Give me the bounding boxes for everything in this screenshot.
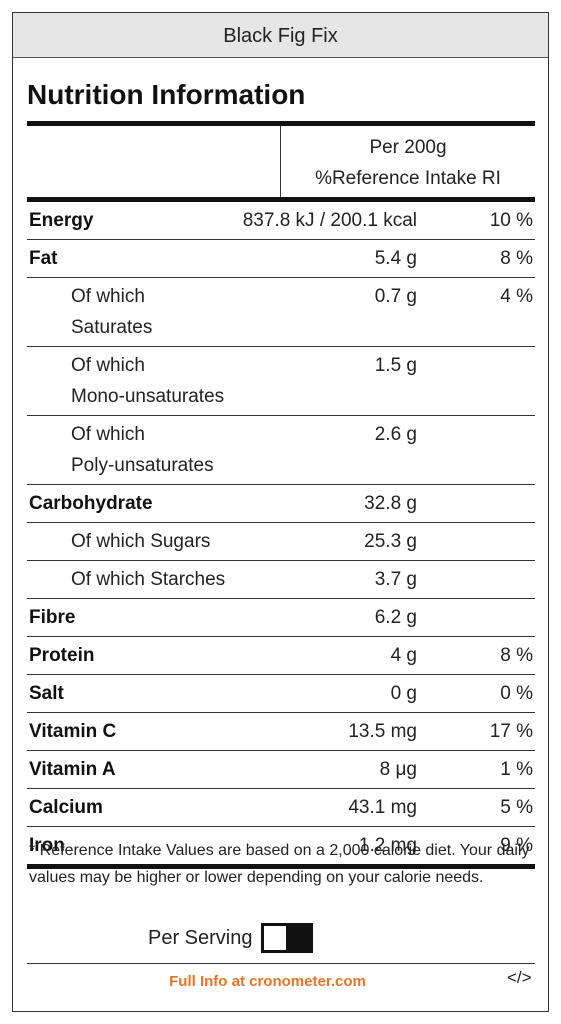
ri-blank [417,564,535,595]
nutrient-amount: 1.5 g [374,355,417,376]
rows: Energy 837.8 kJ / 200.1 kcal 10 % Fat 5.4 g 8… [27,202,535,864]
nutrient-ri: 4 % [500,286,533,307]
footer-link[interactable]: Full Info at cronometer.com [169,973,366,990]
nutrient-amount: 2.6 g [374,424,417,445]
rule [27,963,535,964]
nutrient-ri: 1 % [500,759,533,780]
nutrient-ri: 8 % [500,645,533,666]
nutrient-ri: 0 % [500,683,533,704]
ri-blank [417,350,535,412]
nutrient-row: Fibre 6.2 g [27,599,535,637]
nutrient-label: Protein [29,645,95,666]
nutrient-label: Salt [29,683,64,704]
rule [27,864,535,869]
nutrient-row: Iron 1.2 mg 9 % [27,827,535,864]
heading: Nutrition Information [27,79,306,110]
nutrient-ri: 10 % [489,210,533,231]
label-line: Poly-unsaturates [71,455,214,476]
nutrient-amount: 8 μg [379,759,417,780]
nutrient-amount: 6.2 g [374,607,417,628]
footnote: * Reference Intake Values are based on a… [29,842,530,886]
nutrient-row: Of which Sugars 25.3 g [27,523,535,561]
column-label: Per 200g [369,137,447,158]
nutrient-ri: 8 % [500,248,533,269]
label-line: Mono-unsaturates [71,386,225,407]
toggle-switch[interactable] [260,923,313,953]
nutrient-amount: 3.7 g [374,569,417,590]
nutrient-row: Energy 837.8 kJ / 200.1 kcal 10 % [27,202,535,240]
label-line: Of which [71,355,145,376]
nutrient-amount: 0.7 g [374,286,417,307]
nutrient-label: Iron [29,835,65,856]
nutrient-row: Calcium 43.1 mg 5 % [27,789,535,827]
nutrient-row: Of which Saturates 0.7 g 4 % [27,278,535,347]
nutrient-label: Fat [29,248,58,269]
nutrition-card: Black Fig Fix Nutrition Information Per … [12,12,549,1012]
nutrient-ri: 17 % [489,721,533,742]
label-line: Of which [71,424,145,445]
ri-blank [417,419,535,481]
embed-button[interactable]: </> [507,968,532,987]
ri-blank [417,602,535,633]
ri-blank [417,488,535,519]
nutrient-row: Of which Starches 3.7 g [27,561,535,599]
nutrient-ri: 5 % [500,797,533,818]
nutrition-table: Per 200g %Reference Intake RI Energy 837.… [27,121,535,869]
nutrient-row: Of which Poly-unsaturates 2.6 g [27,416,535,485]
nutrient-label: Of which Mono-unsaturates [27,350,229,412]
nutrient-ri: 9 % [500,835,533,856]
header-title: Black Fig Fix [13,13,548,58]
column-label: %Reference Intake RI [315,168,501,189]
blank-cell [27,126,281,197]
nutrient-label: Of which Sugars [71,531,211,552]
column-labels: Per 200g %Reference Intake RI [281,126,535,197]
nutrient-row: Salt 0 g 0 % [27,675,535,713]
nutrient-amount: 32.8 g [364,493,417,514]
nutrient-label: Of which Saturates [71,286,153,338]
nutrient-amount: 5.4 g [374,248,417,269]
rule [27,197,535,202]
nutrient-row: Of which Mono-unsaturates 1.5 g [27,347,535,416]
nutrient-label: Vitamin A [29,759,116,780]
serving-toggle: Per Serving [148,923,313,953]
toggle-knob [263,926,286,950]
nutrient-amount: 1.2 mg [358,835,417,856]
nutrient-label: Of which Poly-unsaturates [27,419,229,481]
nutrient-label: Fibre [29,607,76,628]
column-header: Per 200g %Reference Intake RI [27,126,535,197]
rule [27,121,535,126]
nutrient-row: Carbohydrate 32.8 g [27,485,535,523]
nutrient-amount: 4 g [390,645,417,666]
nutrient-label: Of which Starches [71,569,226,590]
nutrient-amount: 837.8 kJ / 200.1 kcal [242,210,417,231]
toggle-label: Per Serving [148,926,253,949]
nutrient-amount: 43.1 mg [348,797,417,818]
nutrient-row: Fat 5.4 g 8 % [27,240,535,278]
nutrient-amount: 0 g [390,683,417,704]
nutrient-row: Protein 4 g 8 % [27,637,535,675]
nutrient-row: Vitamin C 13.5 mg 17 % [27,713,535,751]
nutrient-label: Vitamin C [29,721,117,742]
nutrient-label: Energy [29,210,94,231]
nutrient-amount: 25.3 g [364,531,417,552]
nutrient-label: Carbohydrate [29,493,153,514]
ri-blank [417,526,535,557]
nutrient-amount: 13.5 mg [348,721,417,742]
nutrient-label: Calcium [29,797,103,818]
nutrient-row: Vitamin A 8 μg 1 % [27,751,535,789]
